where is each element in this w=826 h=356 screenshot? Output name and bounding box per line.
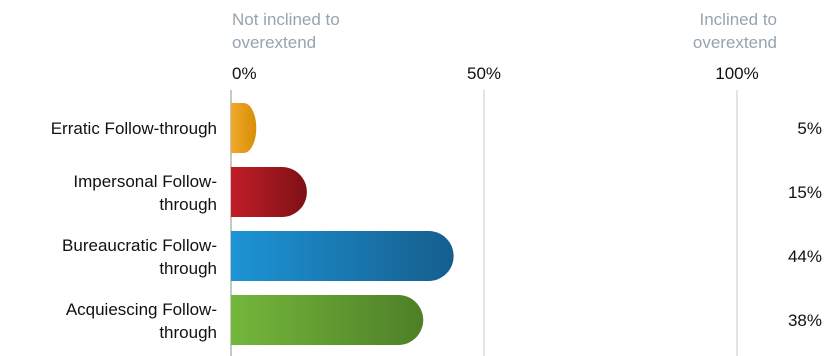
category-label-2-line-2: through [159, 195, 217, 214]
right-header: Inclined to overextend [693, 10, 777, 52]
category-label-4-line-2: through [159, 323, 217, 342]
bar-bureaucratic-follow-through [231, 231, 454, 281]
x-tick-50-percent: 50% [467, 64, 501, 83]
right-header-line-2: overextend [693, 33, 777, 52]
bar-erratic-follow-through [231, 103, 257, 153]
category-label-2-line-1: Impersonal Follow- [73, 172, 217, 191]
value-label-3: 44% [788, 247, 822, 266]
x-tick-100-percent: 100% [715, 64, 758, 83]
category-label-3-line-1: Bureaucratic Follow- [62, 236, 217, 255]
value-label-1: 5% [797, 119, 822, 138]
value-label-4: 38% [788, 311, 822, 330]
bar-acquiescing-follow-through [231, 295, 424, 345]
left-header: Not inclined to overextend [232, 10, 340, 52]
category-label-4: Acquiescing Follow-through [66, 300, 217, 342]
category-label-4-line-1: Acquiescing Follow- [66, 300, 217, 319]
category-label-1-line-1: Erratic Follow-through [51, 119, 217, 138]
category-label-3: Bureaucratic Follow-through [62, 236, 217, 278]
category-label-2: Impersonal Follow-through [73, 172, 217, 214]
category-label-3-line-2: through [159, 259, 217, 278]
left-header-line-1: Not inclined to [232, 10, 340, 29]
x-tick-0-percent: 0% [232, 64, 257, 83]
value-label-2: 15% [788, 183, 822, 202]
left-header-line-2: overextend [232, 33, 316, 52]
category-label-1: Erratic Follow-through [51, 119, 217, 138]
right-header-line-1: Inclined to [700, 10, 778, 29]
bar-impersonal-follow-through [231, 167, 307, 217]
